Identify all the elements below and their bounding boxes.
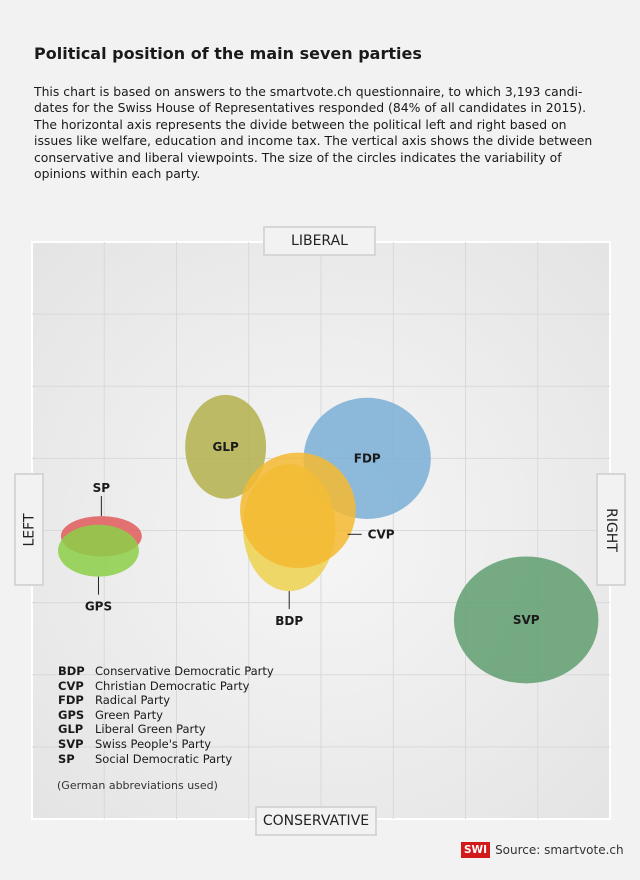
legend-item: GLP Liberal Green Party: [58, 722, 274, 737]
legend-abbr: FDP: [58, 693, 84, 708]
bubble-label-fdp: FDP: [354, 451, 381, 465]
legend-item: SVP Swiss People's Party: [58, 737, 274, 752]
legend-name: Green Party: [95, 707, 163, 722]
legend-abbr: SP: [58, 751, 75, 766]
legend: BDP Conservative Democratic Party CVP Chri…: [58, 664, 274, 766]
axis-label-left-text: LEFT: [21, 512, 38, 547]
legend-item: GPS Green Party: [58, 708, 274, 723]
bubble-glp: [185, 394, 267, 499]
source-text: Source: smartvote.ch: [495, 843, 624, 857]
bubble-label-cvp: CVP: [368, 527, 395, 541]
bubble-label-svp: SVP: [513, 613, 540, 627]
chart-title: Political position of the main seven par…: [34, 44, 422, 63]
source-footer: SWI Source: smartvote.ch: [461, 842, 624, 858]
legend-name: Liberal Green Party: [95, 722, 206, 737]
bubble-gps: [58, 524, 139, 577]
axis-label-conservative: CONSERVATIVE: [255, 806, 377, 836]
axis-label-conservative-text: CONSERVATIVE: [262, 813, 370, 829]
chart-description: This chart is based on answers to the sm…: [34, 84, 593, 182]
legend-abbr: GPS: [58, 707, 85, 722]
legend-abbr: CVP: [58, 678, 84, 693]
bubble-label-glp: GLP: [212, 440, 238, 454]
legend-item: SP Social Democratic Party: [58, 752, 274, 767]
legend-abbr: BDP: [58, 664, 85, 678]
axis-label-right-text: RIGHT: [603, 507, 620, 552]
legend-name: Christian Democratic Party: [95, 678, 250, 693]
legend-name: Social Democratic Party: [95, 751, 233, 766]
legend-item: FDP Radical Party: [58, 693, 274, 708]
axis-label-right: RIGHT: [596, 473, 626, 586]
bubble-label-sp: SP: [93, 481, 111, 495]
bubble-cvp: [240, 452, 356, 569]
bubble-label-bdp: BDP: [275, 614, 303, 628]
legend-name: Conservative Democratic Party: [95, 664, 274, 678]
bubble-svp: [453, 556, 599, 684]
bubble-label-gps: GPS: [85, 600, 112, 614]
legend-item: CVP Christian Democratic Party: [58, 679, 274, 694]
legend-note: (German abbreviations used): [57, 779, 218, 792]
legend-name: Radical Party: [95, 693, 171, 708]
bubble-layer: [58, 394, 599, 684]
legend-abbr: SVP: [58, 736, 84, 751]
axis-label-liberal: LIBERAL: [263, 226, 376, 256]
legend-name: Swiss People's Party: [95, 736, 212, 751]
label-layer: SP GPS GLP FDP BDP CVP SVP: [85, 440, 540, 628]
swi-logo: SWI: [461, 842, 491, 858]
legend-item: BDP Conservative Democratic Party: [58, 664, 274, 679]
axis-label-liberal-text: LIBERAL: [291, 233, 348, 249]
axis-label-left: LEFT: [14, 473, 44, 586]
legend-abbr: GLP: [58, 722, 84, 737]
